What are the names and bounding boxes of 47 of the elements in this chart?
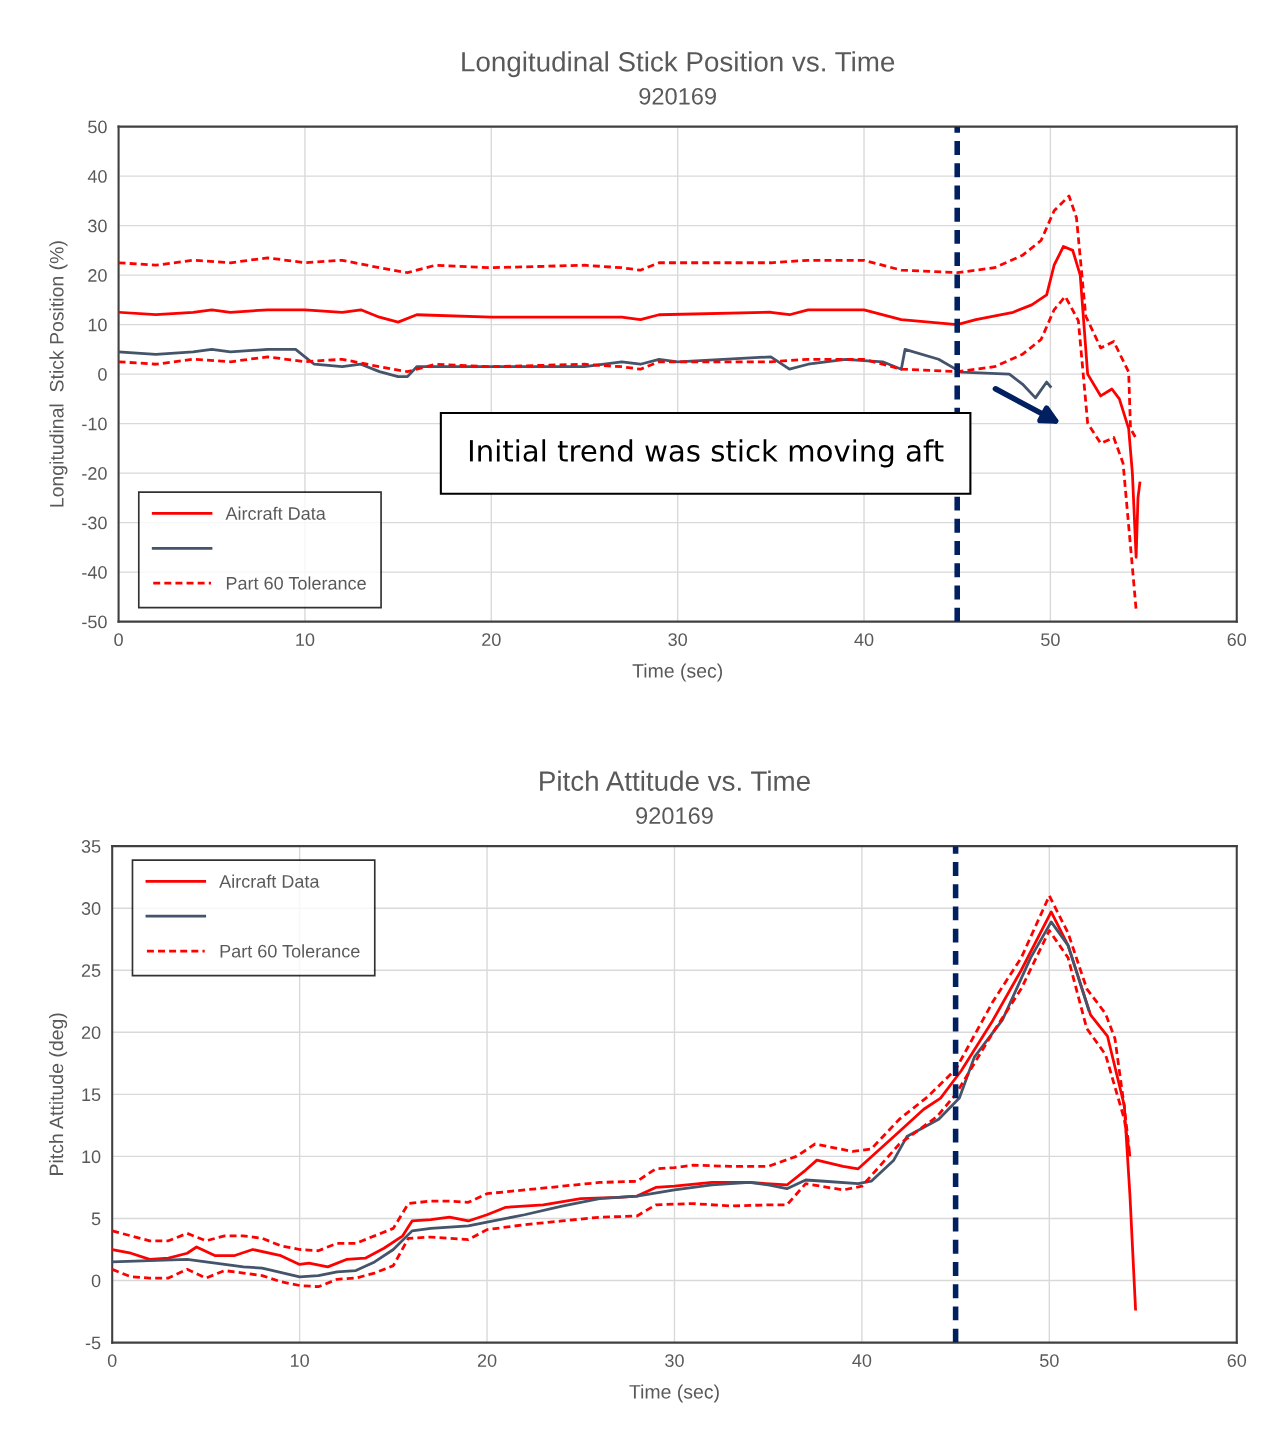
y-tick-label: -5 xyxy=(85,1336,101,1350)
x-tick-label: 40 xyxy=(852,1354,872,1367)
y-tick-label: -50 xyxy=(82,615,107,629)
chart-title: Longitudinal Stick Position vs. Time xyxy=(462,51,895,78)
y-tick-label: 20 xyxy=(88,269,107,282)
y-axis-title: Longitudinal Stick Position (%) xyxy=(49,241,68,507)
x-tick-label: 30 xyxy=(668,633,687,647)
legend-label: Aircraft Data xyxy=(225,506,326,520)
x-tick-label: 10 xyxy=(296,633,315,647)
y-tick-label: 0 xyxy=(98,368,107,381)
y-tick-label: 50 xyxy=(88,120,107,134)
x-axis-title: Time (sec) xyxy=(629,1384,719,1403)
y-tick-label: -20 xyxy=(82,467,107,480)
annotation: Initial trend was stick moving aft xyxy=(469,439,944,468)
x-tick-label: 60 xyxy=(1227,1354,1247,1367)
x-axis-title: Time (sec) xyxy=(632,663,722,682)
x-tick-label: 20 xyxy=(482,633,501,647)
y-axis-title: Pitch Attitude (deg) xyxy=(48,1013,68,1175)
y-tick-label: -10 xyxy=(82,417,107,431)
x-tick-label: 50 xyxy=(1040,1354,1059,1367)
chart-subtitle: 920169 xyxy=(639,87,716,105)
y-tick-label: 40 xyxy=(87,170,107,183)
y-tick-label: 10 xyxy=(88,318,107,332)
chart-title: Pitch Attitude vs. Time xyxy=(540,770,810,791)
x-tick-label: 50 xyxy=(1041,633,1060,647)
x-tick-label: 30 xyxy=(665,1354,684,1367)
y-tick-label: 15 xyxy=(82,1088,101,1102)
y-tick-label: 30 xyxy=(88,219,107,233)
x-tick-label: 20 xyxy=(477,1354,497,1367)
y-tick-label: 5 xyxy=(91,1212,101,1226)
x-tick-label: 60 xyxy=(1227,633,1247,647)
x-tick-label: 0 xyxy=(114,633,123,647)
legend-label: Part 60 Tolerance xyxy=(226,576,366,590)
x-tick-label: 10 xyxy=(290,1354,309,1367)
y-tick-label: -30 xyxy=(82,516,107,530)
y-tick-label: 10 xyxy=(82,1150,101,1164)
y-tick-label: 30 xyxy=(81,902,101,915)
y-tick-label: 20 xyxy=(81,1026,101,1040)
y-tick-label: -40 xyxy=(82,566,107,579)
y-tick-label: 25 xyxy=(81,964,101,977)
x-tick-label: 0 xyxy=(107,1354,117,1367)
y-tick-label: 0 xyxy=(91,1274,101,1288)
y-tick-label: 35 xyxy=(81,840,101,853)
legend-label: Aircraft Data xyxy=(219,874,320,888)
legend-label: Part 60 Tolerance xyxy=(220,944,360,958)
x-tick-label: 40 xyxy=(854,633,874,647)
chart-subtitle: 920169 xyxy=(636,807,713,825)
